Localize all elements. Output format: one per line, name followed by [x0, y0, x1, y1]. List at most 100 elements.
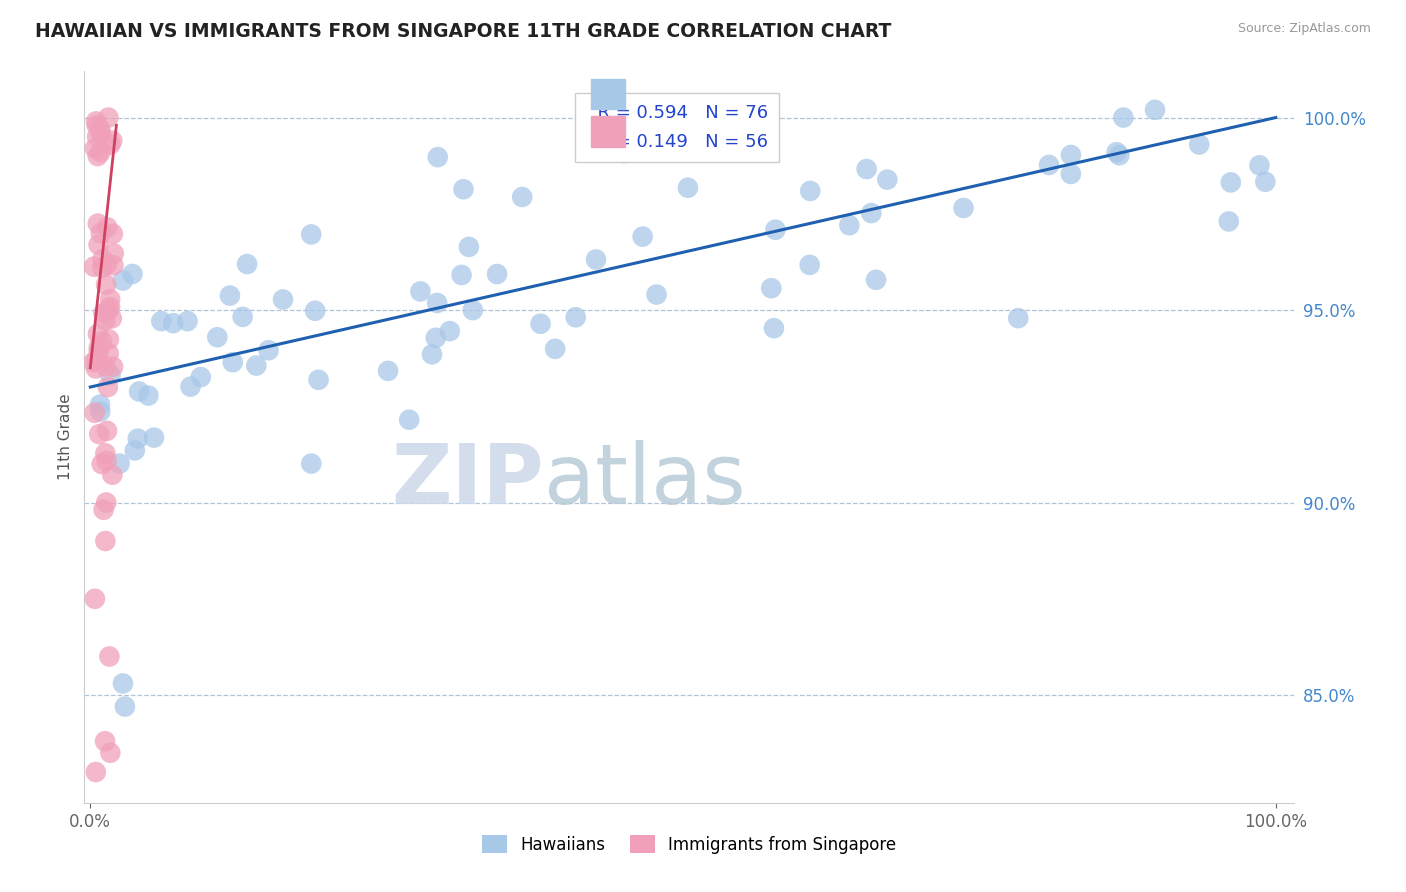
Point: [544, 342, 567, 356]
Point: [84, 764, 107, 779]
Point: [162, 316, 184, 330]
Point: [87, 237, 110, 252]
Point: [84, 141, 107, 155]
Point: [1060, 148, 1083, 162]
Point: [124, 443, 146, 458]
Point: [83, 406, 105, 420]
Text: atlas: atlas: [544, 441, 745, 522]
Point: [96, 454, 118, 468]
Point: [190, 370, 212, 384]
Point: [89, 427, 111, 442]
Point: [87, 341, 110, 355]
Point: [94, 446, 117, 460]
Point: [838, 219, 860, 233]
Point: [179, 379, 201, 393]
Point: [176, 314, 198, 328]
Point: [1060, 167, 1083, 181]
Point: [271, 293, 294, 307]
Point: [426, 296, 449, 310]
Point: [89, 404, 111, 418]
Point: [87, 326, 110, 341]
Point: [439, 324, 461, 338]
Point: [101, 467, 124, 482]
Point: [87, 217, 110, 231]
Point: [89, 398, 111, 412]
Point: [94, 277, 117, 292]
Point: [645, 287, 668, 301]
Point: [409, 285, 432, 299]
Point: [94, 734, 117, 748]
Point: [1218, 214, 1240, 228]
Point: [98, 746, 121, 760]
Point: [865, 273, 887, 287]
Point: [860, 206, 883, 220]
Text: R = 0.594   N = 76
  R = 0.149   N = 56: R = 0.594 N = 76 R = 0.149 N = 56: [586, 104, 768, 152]
Point: [90, 226, 112, 240]
Point: [257, 343, 280, 358]
Point: [761, 281, 783, 295]
Point: [1105, 145, 1128, 160]
Text: Source: ZipAtlas.com: Source: ZipAtlas.com: [1237, 22, 1371, 36]
Point: [84, 114, 107, 128]
Point: [84, 361, 107, 376]
Point: [763, 223, 786, 237]
Point: [93, 502, 115, 516]
Point: [86, 149, 108, 163]
Point: [631, 229, 654, 244]
Point: [1007, 311, 1029, 326]
Point: [127, 432, 149, 446]
Point: [1108, 148, 1130, 162]
Point: [83, 355, 105, 369]
Point: [450, 268, 472, 282]
Point: [762, 321, 785, 335]
Point: [232, 310, 254, 324]
Point: [1249, 158, 1271, 172]
Legend: Hawaiians, Immigrants from Singapore: Hawaiians, Immigrants from Singapore: [475, 829, 903, 860]
Point: [564, 310, 586, 325]
Point: [420, 347, 443, 361]
Point: [585, 252, 607, 267]
Point: [97, 346, 120, 360]
Point: [1112, 111, 1135, 125]
Text: HAWAIIAN VS IMMIGRANTS FROM SINGAPORE 11TH GRADE CORRELATION CHART: HAWAIIAN VS IMMIGRANTS FROM SINGAPORE 11…: [35, 22, 891, 41]
Point: [426, 150, 449, 164]
Point: [98, 649, 121, 664]
Point: [97, 333, 120, 347]
Bar: [591, 78, 624, 110]
Point: [114, 699, 136, 714]
Point: [486, 267, 509, 281]
Point: [143, 431, 166, 445]
Point: [111, 676, 134, 690]
Point: [90, 126, 112, 140]
Point: [299, 457, 322, 471]
Point: [108, 457, 131, 471]
Point: [799, 258, 821, 272]
Point: [111, 273, 134, 287]
Point: [676, 180, 699, 194]
Point: [952, 201, 974, 215]
Point: [94, 313, 117, 327]
Point: [91, 260, 114, 275]
Y-axis label: 11th Grade: 11th Grade: [58, 393, 73, 481]
Point: [96, 258, 118, 272]
Point: [90, 457, 112, 471]
Point: [90, 145, 112, 160]
Point: [613, 146, 636, 161]
Point: [222, 355, 245, 369]
Point: [101, 134, 124, 148]
Point: [207, 330, 229, 344]
Point: [96, 424, 118, 438]
Point: [308, 373, 330, 387]
Point: [128, 384, 150, 399]
Point: [86, 353, 108, 368]
Point: [453, 182, 475, 196]
Point: [96, 220, 118, 235]
Point: [1188, 137, 1211, 152]
Point: [93, 306, 115, 320]
Point: [121, 267, 143, 281]
Point: [138, 388, 160, 402]
Point: [100, 368, 122, 383]
Point: [1219, 175, 1241, 189]
Point: [876, 172, 898, 186]
Point: [91, 252, 114, 267]
